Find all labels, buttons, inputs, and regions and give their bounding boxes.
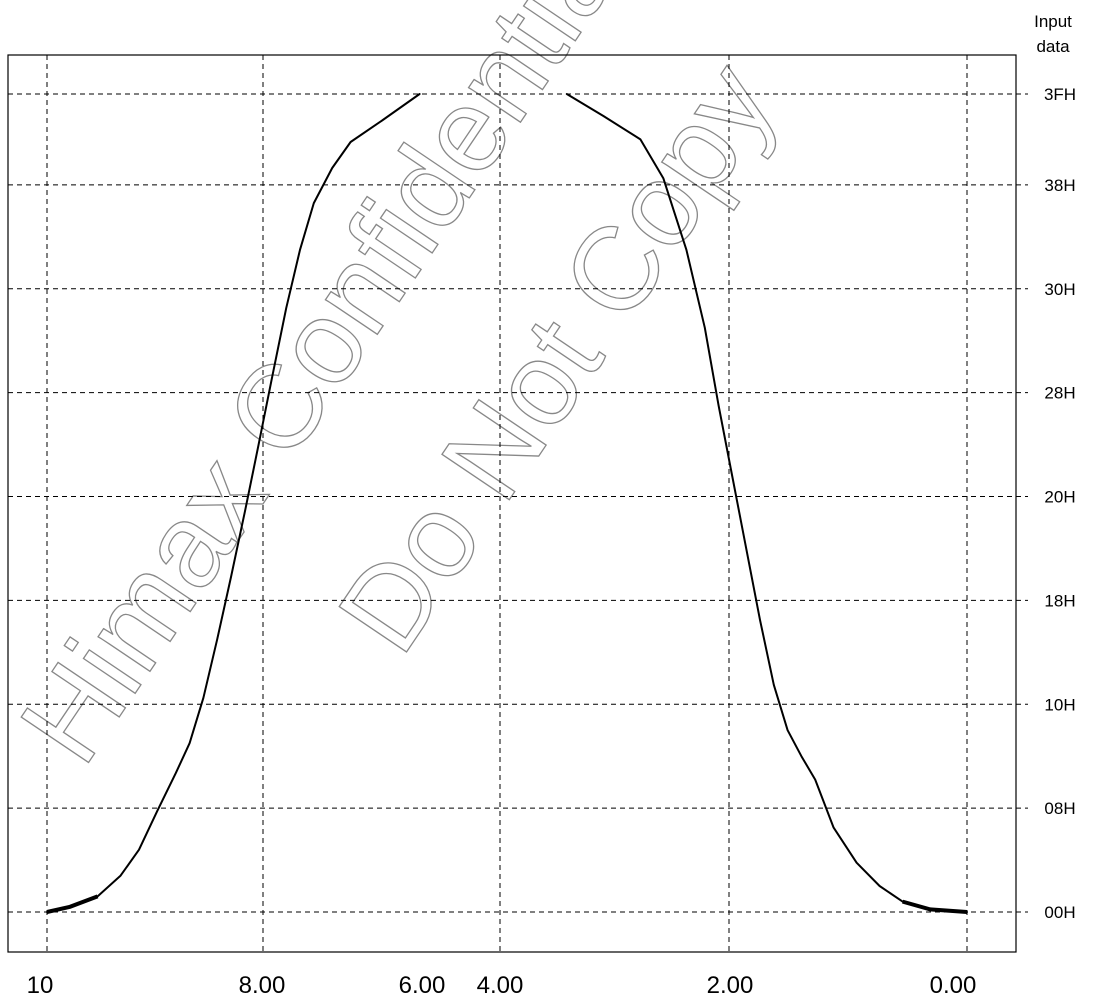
y-axis-label-line-1: Input xyxy=(1034,12,1072,31)
y-tick-label: 18H xyxy=(1044,591,1075,610)
y-axis-label-line-2: data xyxy=(1036,37,1070,56)
y-tick-label: 20H xyxy=(1044,488,1075,507)
y-tick-label: 30H xyxy=(1044,280,1075,299)
y-tick-label: 3FH xyxy=(1044,85,1076,104)
series-tail-right xyxy=(902,899,968,914)
series-line-segment xyxy=(565,93,968,913)
y-tick-label: 28H xyxy=(1044,384,1075,403)
x-tick-labels: 10 8.00 6.00 4.00 2.00 0.00 xyxy=(27,972,977,999)
y-tick-label: 10H xyxy=(1044,695,1075,714)
grid xyxy=(8,55,1028,952)
y-tick-labels: 3FH 38H 30H 28H 20H 18H 10H 08H 00H xyxy=(1044,85,1076,922)
series xyxy=(46,93,968,914)
series-tail-left xyxy=(46,894,99,914)
x-tick-label: 10 xyxy=(27,972,54,999)
x-tick-label: 2.00 xyxy=(707,972,754,999)
y-tick-label: 38H xyxy=(1044,176,1075,195)
y-tick-label: 00H xyxy=(1044,903,1075,922)
y-tick-label: 08H xyxy=(1044,799,1075,818)
plot-frame xyxy=(7,54,1017,953)
x-tick-label: 8.00 xyxy=(239,972,286,999)
series-line-segment xyxy=(46,93,421,913)
x-tick-label: 0.00 xyxy=(930,972,977,999)
x-tick-label: 4.00 xyxy=(477,972,524,999)
x-tick-label: 6.00 xyxy=(399,972,446,999)
